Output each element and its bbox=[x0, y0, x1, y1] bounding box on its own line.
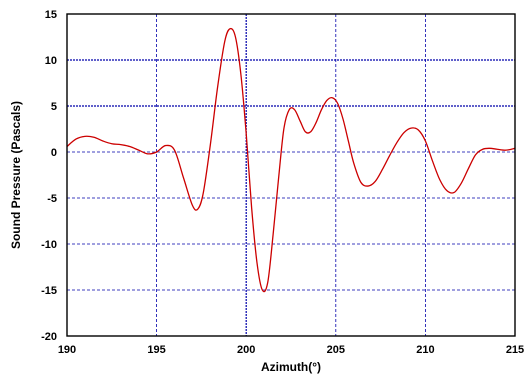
plot-frame bbox=[66, 13, 516, 337]
y-tick-label: -20 bbox=[41, 331, 57, 343]
y-tick-label: 15 bbox=[45, 9, 57, 21]
x-tick-label: 200 bbox=[237, 344, 255, 356]
y-tick-label: -10 bbox=[41, 239, 57, 251]
x-axis-label: Azimuth(°) bbox=[261, 360, 321, 374]
y-tick-label: 0 bbox=[51, 147, 57, 159]
x-tick-label: 195 bbox=[147, 344, 165, 356]
grid bbox=[67, 14, 515, 336]
y-tick-label: 5 bbox=[51, 101, 57, 113]
sound-pressure-line bbox=[66, 27, 516, 293]
x-tick-label: 215 bbox=[506, 344, 524, 356]
y-axis-label: Sound Pressure (Pascals) bbox=[9, 101, 23, 249]
x-tick-label: 205 bbox=[327, 344, 345, 356]
x-tick-labels: 190 195 200 205 210 215 bbox=[58, 344, 524, 356]
y-tick-label: -15 bbox=[41, 285, 57, 297]
y-tick-label: 10 bbox=[45, 55, 57, 67]
y-tick-label: -5 bbox=[47, 193, 57, 205]
y-tick-labels: 15 10 5 0 -5 -10 -15 -20 bbox=[41, 9, 57, 343]
x-tick-label: 210 bbox=[416, 344, 434, 356]
x-tick-label: 190 bbox=[58, 344, 76, 356]
